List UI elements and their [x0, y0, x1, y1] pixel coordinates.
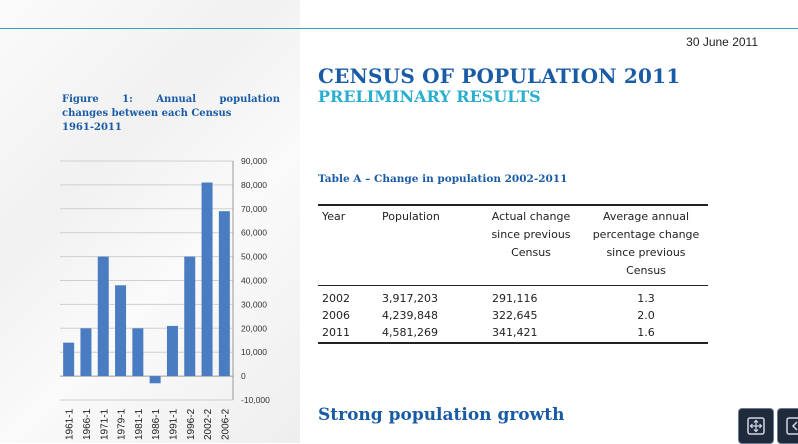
y-tick-label: 50,000	[241, 252, 267, 262]
y-tick-label: -10,000	[241, 395, 270, 405]
header-average-change: Average annual percentage change since p…	[584, 205, 708, 286]
chart-bar	[201, 182, 213, 377]
table-row: 2002 3,917,203 291,116 1.3	[318, 286, 708, 308]
chart-bar	[218, 211, 230, 377]
cell-population: 4,239,848	[382, 309, 438, 322]
y-tick-label: 0	[241, 371, 246, 381]
y-tick-label: 80,000	[241, 180, 267, 190]
x-tick-label: 1991-1	[168, 408, 179, 440]
table-row: 2011 4,581,269 341,421 1.6	[318, 324, 708, 343]
cell-average-change: 2.0	[637, 309, 655, 322]
chart-bar	[63, 342, 75, 377]
panel-toggle-button[interactable]	[777, 408, 798, 444]
x-tick-label: 2002-2	[203, 408, 214, 440]
population-table: Year Population Actual change since prev…	[318, 204, 708, 344]
population-change-chart: -10,000 0 10,000 20,000 30,000 40,000 50,000 60…	[60, 156, 270, 440]
chart-bar	[149, 376, 161, 384]
header-population: Population	[372, 205, 478, 286]
chart-bar	[97, 256, 109, 377]
panel-toggle-icon	[786, 417, 798, 435]
x-tick-label: 1986-1	[151, 408, 162, 440]
y-tick-label: 60,000	[241, 228, 267, 238]
x-tick-label: 1979-1	[117, 408, 128, 440]
viewer-controls	[738, 408, 798, 444]
document-subtitle: PRELIMINARY RESULTS	[318, 87, 541, 106]
y-tick-label: 20,000	[241, 323, 267, 333]
x-tick-label: 1996-2	[186, 408, 197, 440]
figure-caption-number: 1:	[122, 94, 133, 105]
document-date: 30 June 2011	[686, 35, 758, 49]
header-year: Year	[318, 205, 372, 286]
figure-caption: Figure 1: Annual population changes betw…	[62, 93, 280, 135]
x-tick-label: 1981-1	[134, 408, 145, 440]
top-rule	[0, 28, 798, 29]
cell-actual-change: 341,421	[492, 326, 538, 339]
x-tick-label: 1971-1	[99, 408, 110, 440]
cell-actual-change: 322,645	[492, 309, 538, 322]
cell-year: 2011	[322, 326, 350, 339]
section-heading: Strong population growth	[318, 405, 565, 425]
x-tick-label: 1961-1	[65, 408, 76, 440]
figure-caption-line2: changes between each Census	[62, 108, 232, 119]
cell-population: 3,917,203	[382, 292, 438, 305]
chart-bar	[115, 285, 127, 377]
table-header-row: Year Population Actual change since prev…	[318, 205, 708, 286]
cell-population: 4,581,269	[382, 326, 438, 339]
y-tick-label: 30,000	[241, 299, 267, 309]
cell-average-change: 1.6	[637, 326, 655, 339]
chart-bar	[132, 328, 144, 377]
figure-caption-line3: 1961-2011	[62, 122, 122, 133]
table-row: 2006 4,239,848 322,645 2.0	[318, 307, 708, 324]
chart-bar	[80, 328, 92, 377]
y-tick-label: 70,000	[241, 204, 267, 214]
fit-page-icon	[747, 417, 765, 435]
cell-year: 2006	[322, 309, 350, 322]
y-tick-label: 90,000	[241, 156, 267, 166]
cell-average-change: 1.3	[637, 292, 655, 305]
document-title: CENSUS OF POPULATION 2011	[318, 64, 681, 88]
figure-caption-line1-end: population	[219, 94, 280, 105]
cell-year: 2002	[322, 292, 350, 305]
chart-bar	[184, 256, 196, 377]
fit-page-button[interactable]	[738, 408, 774, 444]
header-actual-change: Actual change since previous Census	[478, 205, 584, 286]
y-tick-label: 10,000	[241, 347, 267, 357]
cell-actual-change: 291,116	[492, 292, 538, 305]
left-panel-background	[0, 0, 300, 443]
table-title: Table A – Change in population 2002-2011	[318, 173, 568, 185]
chart-bar	[166, 325, 178, 377]
x-tick-label: 2006-2	[220, 408, 231, 440]
figure-caption-word: Annual	[156, 94, 197, 105]
x-tick-label: 1966-1	[82, 408, 93, 440]
y-tick-label: 40,000	[241, 276, 267, 286]
figure-caption-prefix: Figure	[62, 94, 99, 105]
